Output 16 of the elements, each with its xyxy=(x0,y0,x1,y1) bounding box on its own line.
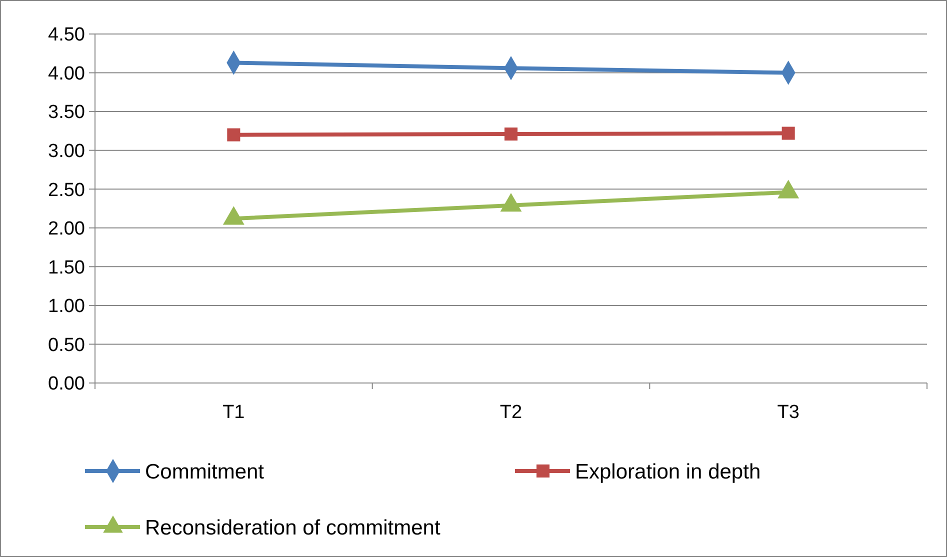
legend-label: Exploration in depth xyxy=(575,460,761,484)
y-tick-label: 3.00 xyxy=(48,140,85,162)
y-tick-label: 1.00 xyxy=(48,296,85,318)
y-tick-label: 0.50 xyxy=(48,334,85,356)
legend-label: Commitment xyxy=(145,460,264,484)
legend-label: Reconsideration of commitment xyxy=(145,516,440,540)
y-tick-label: 1.50 xyxy=(48,257,85,278)
y-tick-label: 2.00 xyxy=(48,218,85,240)
y-tick-label: 4.00 xyxy=(48,63,85,84)
y-tick-label: 4.50 xyxy=(48,24,85,46)
y-tick-label: 3.50 xyxy=(48,102,85,124)
x-tick-label: T1 xyxy=(222,402,245,423)
y-tick-label: 0.00 xyxy=(48,374,85,395)
x-tick-label: T2 xyxy=(500,402,522,423)
x-tick-label: T3 xyxy=(777,402,800,423)
y-tick-label: 2.50 xyxy=(48,180,85,201)
